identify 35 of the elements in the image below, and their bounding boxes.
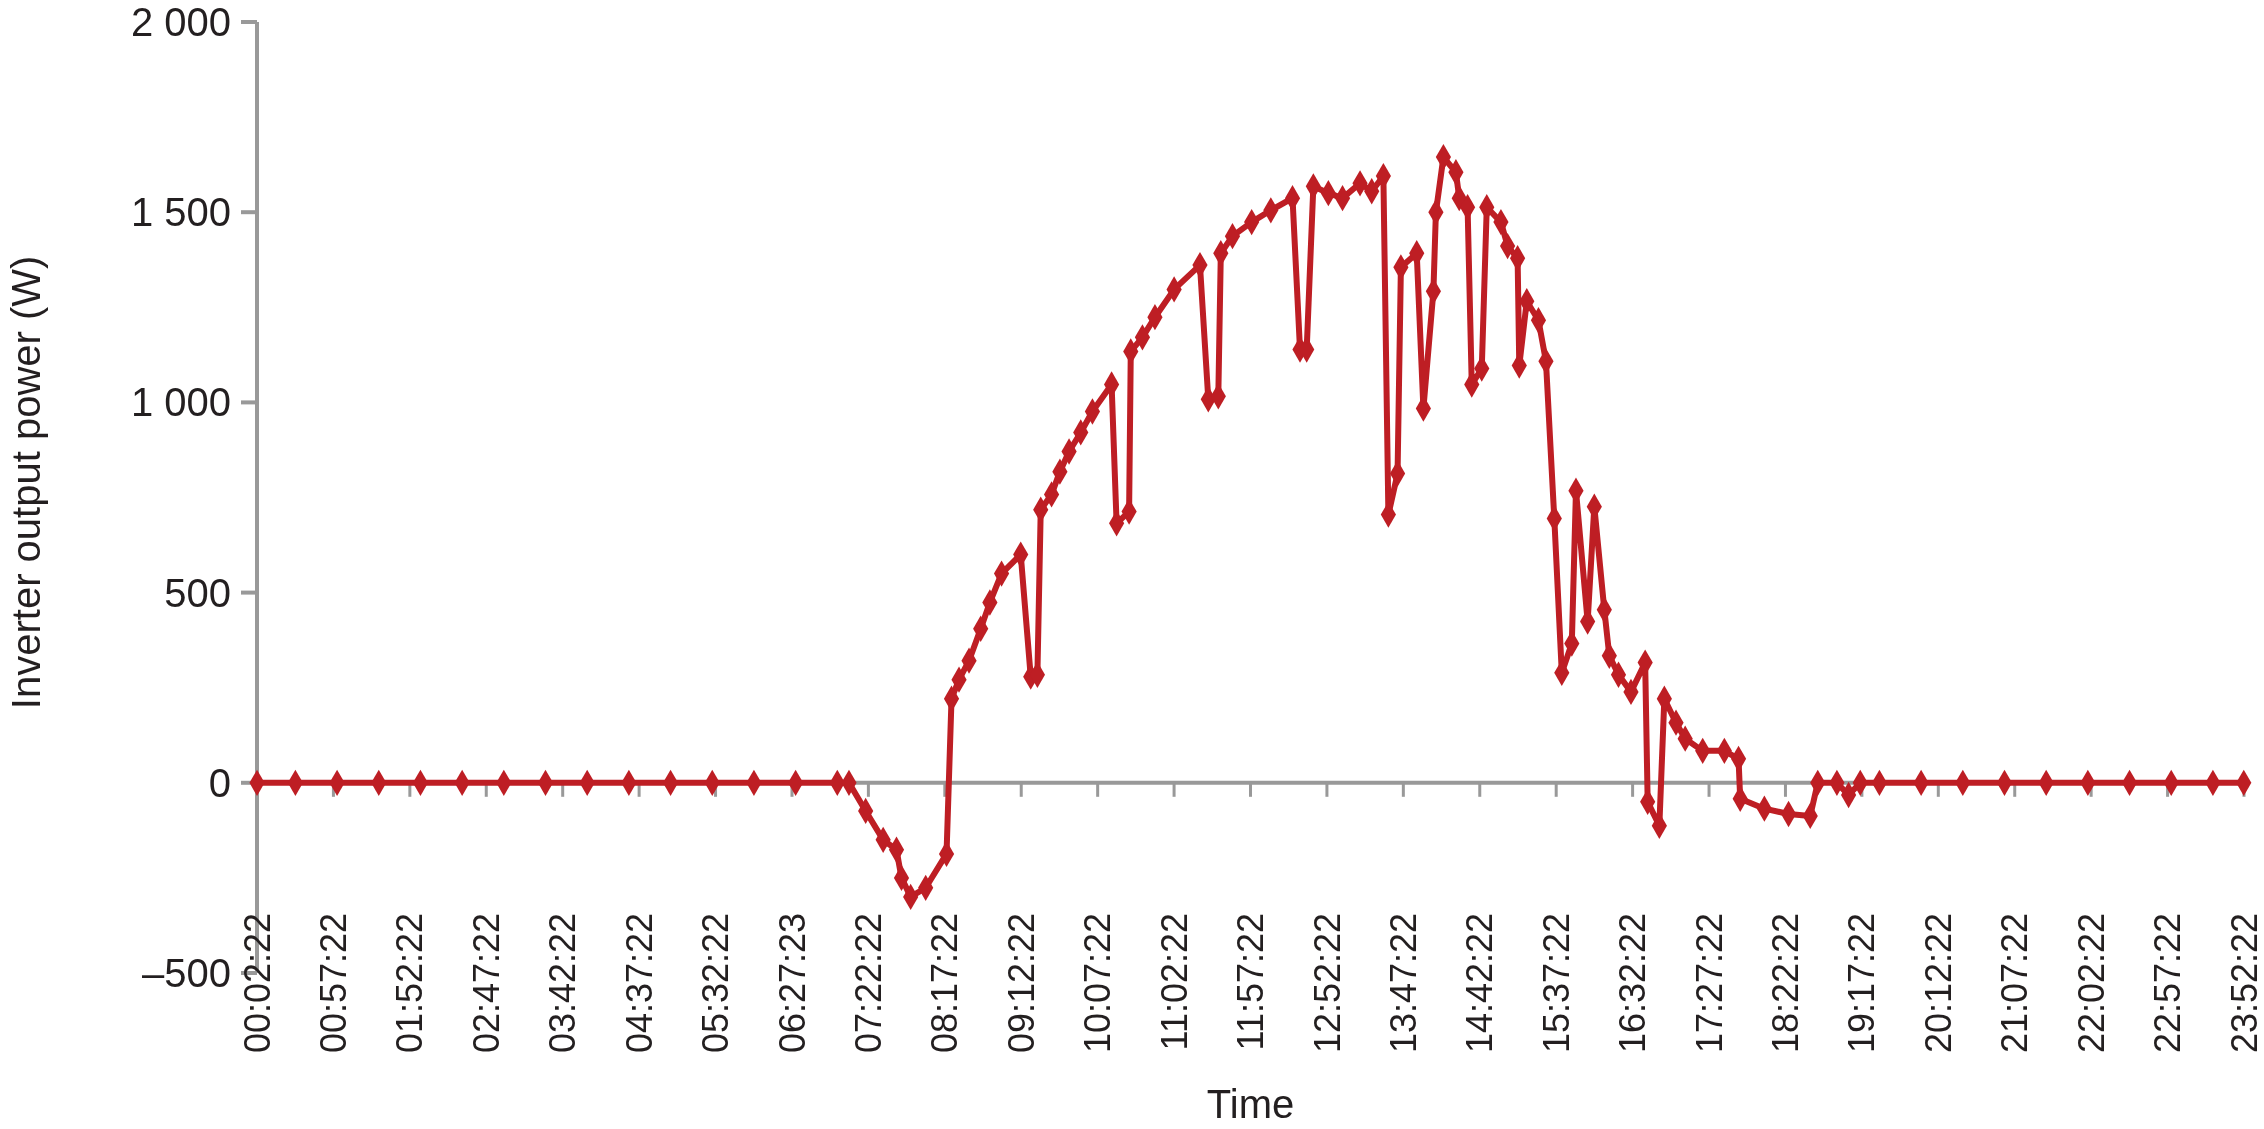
y-tick-label: 500	[164, 570, 231, 615]
y-tick-label: 1 500	[130, 190, 231, 235]
x-tick-label: 04:37:22	[618, 912, 660, 1054]
y-tick-label: 0	[208, 760, 231, 805]
x-axis-title: Time	[1206, 1082, 1295, 1126]
x-tick-label: 17:27:22	[1688, 912, 1730, 1054]
x-tick-label: 00:02:22	[236, 912, 278, 1054]
x-tick-label: 21:07:22	[1994, 912, 2036, 1054]
x-tick-label: 03:42:22	[542, 912, 584, 1054]
x-tick-label: 15:37:22	[1535, 912, 1577, 1054]
x-tick-label: 02:47:22	[465, 912, 507, 1054]
x-tick-label: 14:42:22	[1459, 912, 1501, 1054]
x-tick-label: 06:27:23	[771, 912, 813, 1054]
x-tick-label: 11:02:22	[1153, 912, 1195, 1051]
x-tick-label: 16:32:22	[1612, 912, 1654, 1054]
x-tick-label: 20:12:22	[1917, 912, 1959, 1054]
x-tick-label: 13:47:22	[1382, 912, 1424, 1054]
x-tick-label: 23:52:22	[2223, 912, 2264, 1054]
y-tick-label: –500	[142, 951, 231, 995]
x-tick-label: 08:17:22	[924, 912, 966, 1054]
x-tick-label: 22:57:22	[2147, 912, 2189, 1054]
x-tick-label: 19:17:22	[1841, 912, 1883, 1054]
y-axis-title: Inverter output power (W)	[4, 255, 48, 710]
y-tick-label: 1 000	[130, 380, 231, 425]
x-tick-label: 01:52:22	[389, 912, 431, 1054]
x-tick-label: 18:22:22	[1765, 912, 1807, 1054]
x-tick-label: 05:32:22	[695, 912, 737, 1054]
x-tick-label: 22:02:22	[2070, 912, 2112, 1054]
x-tick-label: 07:22:22	[847, 912, 889, 1054]
x-tick-label: 12:52:22	[1306, 912, 1348, 1054]
y-tick-label: 2 000	[130, 0, 231, 44]
x-tick-label: 00:57:22	[313, 912, 355, 1054]
x-tick-label: 09:12:22	[1000, 912, 1042, 1054]
x-tick-label: 11:57:22	[1230, 912, 1272, 1051]
x-tick-label: 10:07:22	[1077, 912, 1119, 1054]
